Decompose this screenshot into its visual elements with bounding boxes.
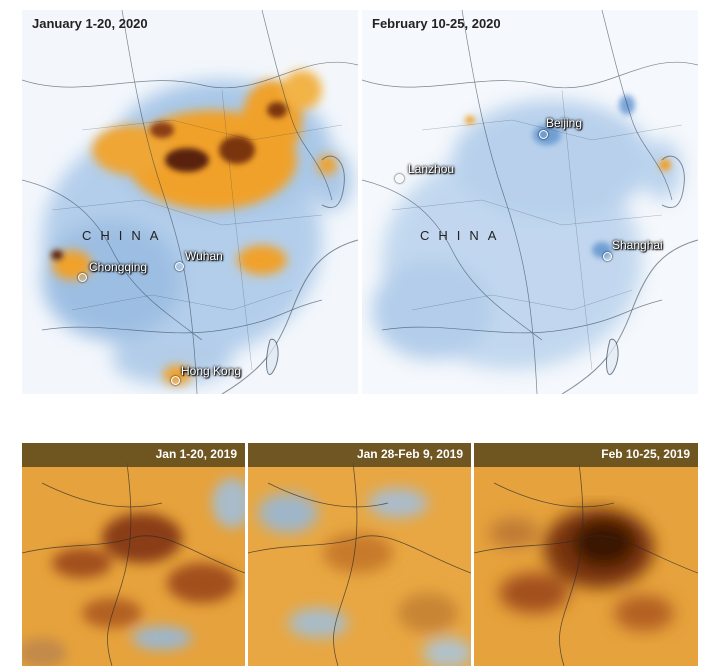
- map-panel-feb-2020: February 10-25, 2020 CHINA Beijing Lanzh…: [362, 10, 698, 394]
- city-marker-icon: [603, 252, 612, 261]
- city-marker-icon: [78, 273, 87, 282]
- map-title: Jan 28-Feb 9, 2019: [356, 447, 463, 461]
- map-header-bar: [22, 443, 245, 467]
- map-title: February 10-25, 2020: [372, 16, 501, 31]
- map-panel-jan-feb-2019: Jan 28-Feb 9, 2019: [248, 443, 471, 666]
- no2-map-feb-2020: [362, 10, 698, 394]
- no2-map-feb-2019: [474, 443, 698, 666]
- country-label: CHINA: [420, 228, 506, 243]
- map-panel-jan-2019: Jan 1-20, 2019: [22, 443, 245, 666]
- city-marker-icon: [395, 174, 404, 183]
- map-title: Jan 1-20, 2019: [155, 447, 237, 461]
- city-marker-icon: [171, 376, 180, 385]
- city-label-shanghai: Shanghai: [612, 238, 663, 252]
- city-marker-icon: [175, 262, 184, 271]
- no2-map-jan-feb-2019: [248, 443, 471, 666]
- no2-map-jan-2020: [22, 10, 358, 394]
- country-label: CHINA: [82, 228, 168, 243]
- map-header-bar: [474, 443, 698, 467]
- no2-map-jan-2019: [22, 443, 245, 666]
- city-label-hong-kong: Hong Kong: [181, 364, 242, 378]
- city-label-lanzhou: Lanzhou: [408, 162, 455, 176]
- map-panel-jan-2020: January 1-20, 2020 CHINA Chongqing Wuhan…: [22, 10, 358, 394]
- map-title: Feb 10-25, 2019: [601, 447, 690, 461]
- city-label-beijing: Beijing: [546, 116, 583, 130]
- city-label-chongqing: Chongqing: [89, 260, 148, 274]
- map-header-bar: [248, 443, 471, 467]
- city-marker-icon: [539, 130, 548, 139]
- map-panel-feb-2019: Feb 10-25, 2019: [474, 443, 698, 666]
- city-label-wuhan: Wuhan: [185, 249, 223, 263]
- map-title: January 1-20, 2020: [32, 16, 148, 31]
